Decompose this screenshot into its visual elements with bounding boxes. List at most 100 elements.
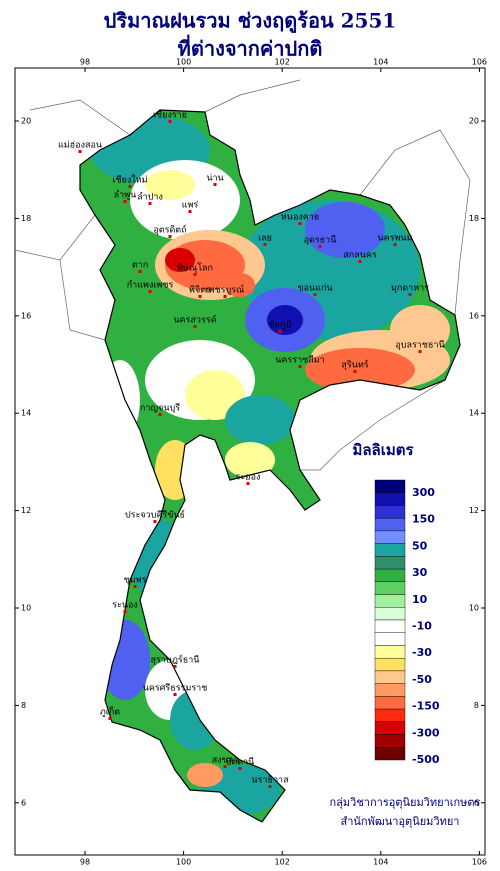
province-label: อุบลราชธานี (395, 340, 444, 351)
province-marker (198, 295, 202, 298)
legend-label: -10 (412, 620, 432, 633)
legend-swatch (374, 683, 406, 697)
legend-swatch (374, 594, 406, 608)
province-label: แพร่ (182, 201, 199, 211)
province-marker (298, 222, 302, 225)
province-marker (246, 482, 250, 485)
legend-label: 150 (412, 513, 435, 526)
lon-tick-label: 102 (275, 58, 290, 67)
credit: สำนักพัฒนาอุตุนิยมวิทยา (341, 815, 460, 828)
province-label: สกลนคร (343, 251, 377, 261)
legend-label: -150 (412, 700, 440, 713)
legend-swatch (374, 607, 406, 621)
lat-tick-label: 12 (21, 506, 31, 515)
legend-label: 50 (412, 539, 428, 552)
lon-tick-label: 106 (472, 858, 487, 867)
province-marker (148, 202, 152, 205)
legend-swatch (374, 632, 406, 646)
province-label: ชุมพร (124, 576, 147, 586)
province-marker (133, 585, 137, 588)
province-label: สงขลา (212, 756, 239, 766)
province-label: ขอนแก่น (297, 284, 332, 294)
province-marker (298, 365, 302, 368)
province-label: เชียงราย (153, 110, 187, 121)
province-label: เชียงใหม่ (112, 175, 147, 186)
province-marker (263, 243, 267, 246)
lat-tick-label: 16 (21, 311, 31, 320)
lat-tick-label: 16 (469, 311, 479, 320)
lat-tick-label: 8 (474, 701, 479, 710)
legend-swatch (374, 581, 406, 595)
province-label: ภูเก็ต (100, 705, 120, 718)
legend-label: -300 (412, 726, 440, 739)
legend-label: -50 (412, 673, 432, 686)
legend-label: 300 (412, 486, 435, 499)
legend-swatch (374, 619, 406, 633)
legend-swatch (374, 747, 406, 761)
province-marker (213, 183, 217, 186)
province-marker (223, 765, 227, 768)
province-marker (418, 350, 422, 353)
legend-swatch (374, 708, 406, 723)
province-label: หนองคาย (281, 213, 319, 223)
province-label: อุตรดิตถ์ (153, 224, 186, 236)
legend-swatch (374, 479, 406, 493)
legend-label: 30 (412, 566, 428, 579)
legend-label: -30 (412, 646, 432, 659)
province-label: นราธิวาส (251, 775, 289, 786)
province-marker (318, 245, 322, 248)
lat-tick-label: 12 (469, 506, 479, 515)
province-marker (168, 120, 172, 123)
legend-swatch (374, 645, 406, 659)
legend-swatch (374, 505, 406, 519)
province-marker (193, 325, 197, 328)
province-marker (123, 200, 127, 203)
legend-swatch (374, 556, 406, 570)
lon-tick-label: 98 (80, 858, 90, 867)
legend-label: 10 (412, 593, 428, 606)
legend-swatch (374, 543, 406, 557)
province-marker (108, 717, 112, 720)
lat-tick-label: 18 (469, 214, 479, 223)
province-label: นครสวรรค์ (173, 314, 216, 326)
province-marker (358, 260, 362, 263)
province-marker (278, 330, 282, 333)
lat-tick-label: 6 (474, 798, 479, 807)
province-marker (393, 243, 397, 246)
province-marker (128, 185, 132, 188)
province-label: ลำปาง (137, 192, 163, 203)
province-marker (173, 693, 177, 696)
lat-tick-label: 10 (21, 604, 31, 613)
lat-tick-label: 14 (469, 409, 479, 418)
province-marker (223, 295, 227, 298)
province-marker (173, 665, 177, 668)
province-label: ระยอง (236, 473, 261, 483)
province-marker (148, 290, 152, 293)
lon-tick-label: 100 (176, 58, 191, 67)
lat-tick-label: 10 (469, 604, 479, 613)
province-label: อุดรธานี (304, 235, 337, 246)
legend-swatch (374, 696, 406, 710)
province-label: พิษณุโลก (177, 263, 213, 274)
province-marker (188, 210, 192, 213)
province-label: แม่ฮ่องสอน (58, 141, 102, 151)
credit: กลุ่มวิชาการอุตุนิยมวิทยาเกษตร (330, 796, 481, 809)
title-line: ที่ต่างจากค่าปกติ (178, 34, 323, 61)
province-marker (78, 150, 82, 153)
province-marker (313, 293, 317, 296)
province-marker (268, 785, 272, 788)
province-label: ลำพูน (114, 190, 137, 201)
legend-swatch (374, 530, 406, 544)
province-label: นครพนม (377, 234, 412, 244)
province-label: เลย (258, 234, 272, 244)
province-label: มุกดาหาร (391, 284, 429, 294)
title-line: ปริมาณฝนรวม ช่วงฤดูร้อน 2551 (104, 9, 397, 35)
lat-tick-label: 18 (21, 214, 31, 223)
province-label: สุรินทร์ (341, 359, 368, 371)
lon-tick-label: 106 (472, 58, 487, 67)
province-marker (158, 413, 162, 416)
province-label: ชัยภูมิ (268, 320, 291, 331)
legend-swatch (374, 670, 406, 684)
legend-title: มิลลิเมตร (352, 441, 414, 459)
